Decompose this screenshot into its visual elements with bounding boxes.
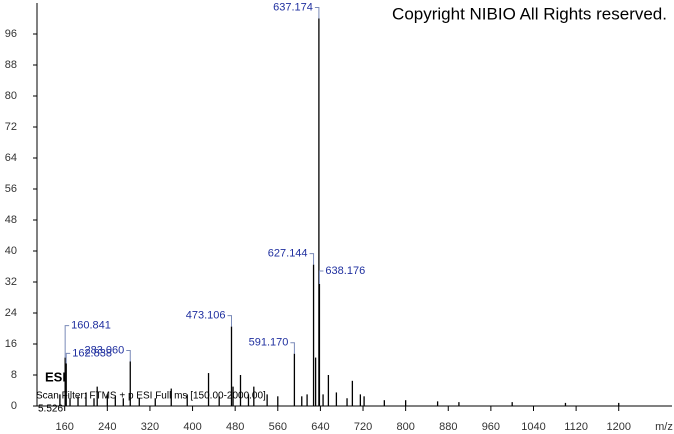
label-bracket	[309, 253, 315, 265]
peak-label: 637.174	[273, 1, 313, 13]
ionization-label: ESI	[45, 369, 66, 384]
x-tick-label: 880	[439, 421, 457, 433]
x-tick-label: 560	[269, 421, 287, 433]
label-bracket	[290, 342, 295, 354]
scan-filter: Scan Filter: FTMS + p ESI Full ms [150.0…	[36, 391, 266, 402]
y-tick-label: 80	[5, 90, 17, 102]
x-tick-label: 480	[226, 421, 244, 433]
label-bracket	[227, 315, 232, 327]
x-tick-label: 1120	[564, 421, 588, 433]
peak-label: 638.176	[325, 265, 365, 277]
x-tick-label: 160	[56, 421, 74, 433]
y-tick-label: 64	[5, 152, 17, 164]
label-bracket	[318, 270, 324, 284]
peak-label: 162.838	[72, 347, 112, 359]
y-tick-label: 8	[11, 369, 17, 381]
y-tick-label: 48	[5, 214, 17, 226]
y-tick-label: 16	[5, 338, 17, 350]
y-tick-label: 72	[5, 121, 17, 133]
peak-label: 627.144	[268, 247, 308, 259]
x-axis-label: m/z	[655, 421, 673, 433]
label-bracket	[65, 352, 71, 364]
peak-label: 473.106	[186, 309, 226, 321]
y-tick-label: 56	[5, 183, 17, 195]
y-tick-label: 24	[5, 307, 17, 319]
x-tick-label: 400	[183, 421, 201, 433]
x-tick-label: 1040	[521, 421, 545, 433]
x-tick-label: 960	[482, 421, 500, 433]
y-tick-label: 0	[11, 400, 17, 412]
peak-label: 160.841	[71, 319, 111, 331]
noise-note: 5.526	[38, 404, 63, 415]
x-tick-label: 800	[396, 421, 414, 433]
x-tick-label: 720	[354, 421, 372, 433]
y-tick-label: 88	[5, 59, 17, 71]
chart-title: Copyright NIBIO All Rights reserved.	[392, 4, 667, 23]
label-bracket	[64, 325, 70, 358]
y-tick-label: 96	[5, 28, 17, 40]
y-tick-label: 32	[5, 276, 17, 288]
label-bracket	[314, 7, 320, 19]
y-tick-label: 40	[5, 245, 17, 257]
x-tick-label: 320	[141, 421, 159, 433]
x-tick-label: 1200	[606, 421, 630, 433]
x-tick-label: 240	[98, 421, 116, 433]
peak-label: 591.170	[249, 337, 289, 349]
peak-label: 283.060	[84, 344, 124, 356]
x-tick-label: 640	[311, 421, 329, 433]
label-bracket	[126, 349, 131, 362]
